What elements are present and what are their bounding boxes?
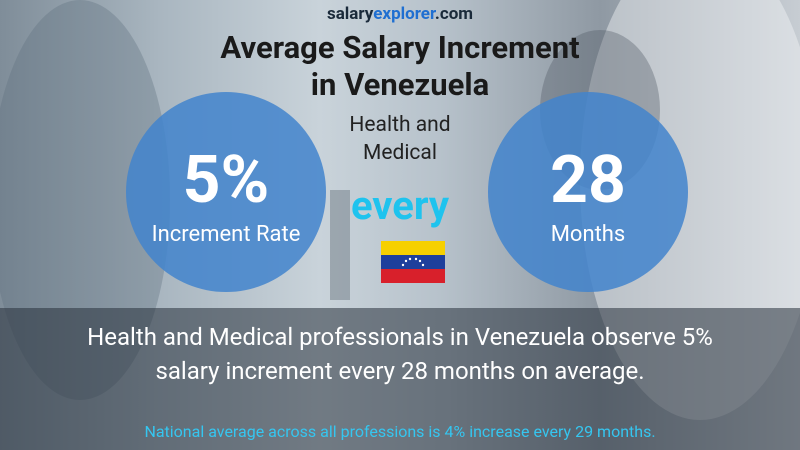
description-band (0, 308, 800, 450)
increment-label: Increment Rate (151, 222, 301, 247)
period-circle: 28 Months (488, 92, 688, 292)
subtitle: Medical (363, 141, 437, 165)
subtitle: Health and (349, 113, 451, 137)
connector: every (350, 182, 450, 229)
description: salary increment every 28 months on aver… (155, 357, 645, 385)
footnote: National average across all professions … (144, 422, 656, 441)
period-value: 28 (550, 142, 626, 219)
period-label: Months (550, 222, 626, 247)
title: Average Salary Increment (220, 29, 580, 66)
brand-part: explorer (373, 4, 435, 24)
title: in Venezuela (310, 66, 490, 103)
brand-part: salary (326, 4, 374, 24)
increment-value: 5% (182, 142, 270, 219)
flag (381, 241, 445, 283)
brand-part: .com (434, 4, 474, 24)
brand: salaryexplorer.com (0, 4, 800, 24)
increment-circle: 5% Increment Rate (126, 92, 326, 292)
description: Health and Medical professionals in Vene… (87, 323, 713, 351)
